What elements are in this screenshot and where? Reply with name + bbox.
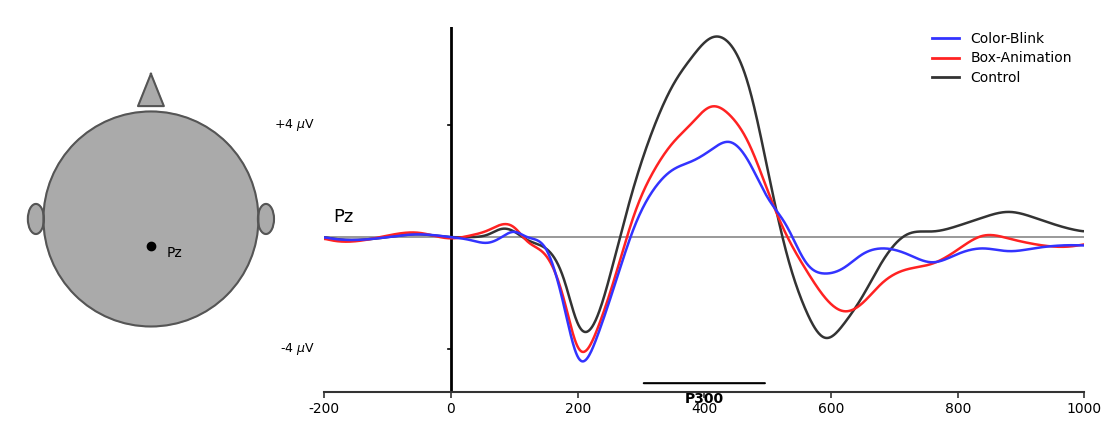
Control bbox=[574, 326, 587, 331]
Box-Animation bbox=[446, 236, 459, 241]
Color-Blink bbox=[721, 139, 735, 145]
Ellipse shape bbox=[258, 204, 274, 234]
Ellipse shape bbox=[28, 204, 44, 234]
Box-Animation bbox=[418, 231, 432, 236]
Box-Animation bbox=[1078, 242, 1091, 247]
Color-Blink bbox=[574, 358, 587, 363]
Text: P300: P300 bbox=[685, 392, 723, 405]
Color-Blink bbox=[446, 235, 459, 240]
Color-Blink bbox=[647, 186, 661, 191]
Text: Pz: Pz bbox=[333, 208, 354, 226]
Control bbox=[718, 36, 731, 41]
Text: -4 $\mu$V: -4 $\mu$V bbox=[280, 341, 314, 357]
Control bbox=[1078, 229, 1091, 234]
Line: Control: Control bbox=[324, 36, 1084, 338]
Box-Animation bbox=[647, 167, 661, 172]
Control bbox=[446, 235, 459, 240]
Legend: Color-Blink, Box-Animation, Control: Color-Blink, Box-Animation, Control bbox=[926, 26, 1078, 91]
Color-Blink bbox=[1078, 243, 1091, 248]
Box-Animation bbox=[718, 108, 731, 113]
Color-Blink bbox=[718, 140, 731, 145]
Text: Pz: Pz bbox=[167, 246, 183, 259]
Control bbox=[647, 124, 661, 129]
Control bbox=[418, 232, 432, 237]
Box-Animation bbox=[318, 236, 331, 242]
Box-Animation bbox=[708, 104, 721, 109]
Color-Blink bbox=[735, 147, 748, 153]
Text: +4 $\mu$V: +4 $\mu$V bbox=[274, 117, 314, 133]
Line: Box-Animation: Box-Animation bbox=[324, 106, 1084, 352]
Control bbox=[733, 59, 747, 64]
Control bbox=[318, 235, 331, 240]
Control bbox=[821, 336, 834, 341]
Circle shape bbox=[44, 112, 258, 327]
Polygon shape bbox=[138, 74, 164, 106]
Color-Blink bbox=[576, 359, 589, 364]
Control bbox=[710, 34, 723, 39]
Box-Animation bbox=[574, 348, 587, 353]
Line: Color-Blink: Color-Blink bbox=[324, 142, 1084, 361]
Box-Animation bbox=[735, 126, 748, 132]
Box-Animation bbox=[576, 349, 589, 355]
Color-Blink bbox=[418, 232, 432, 237]
Color-Blink bbox=[318, 235, 331, 240]
